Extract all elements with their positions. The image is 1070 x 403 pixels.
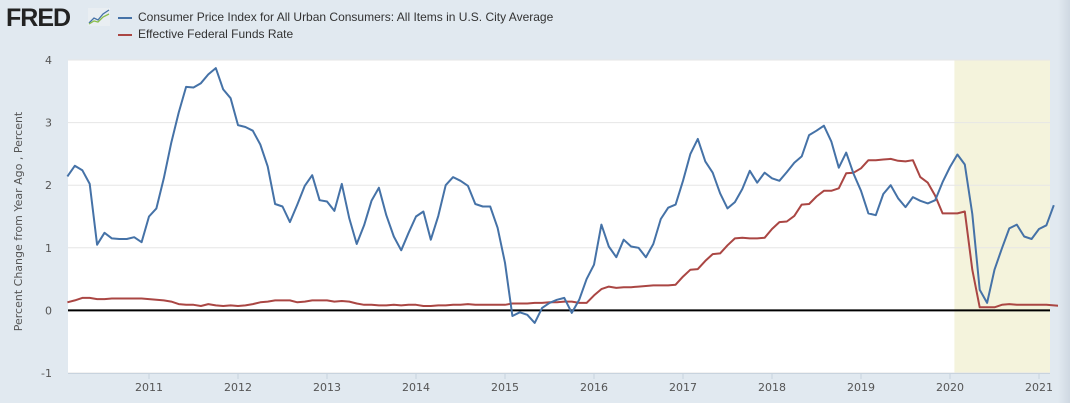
y-tick-label: 0	[45, 304, 52, 317]
x-tick-label: 2012	[224, 381, 252, 394]
x-tick-label: 2015	[491, 381, 519, 394]
scrollbar-edge	[1058, 0, 1070, 403]
x-tick-label: 2017	[669, 381, 697, 394]
x-tick-label: 2018	[758, 381, 786, 394]
series-lines	[66, 67, 1062, 324]
x-tick-label: 2014	[402, 381, 430, 394]
legend-item-cpi[interactable]: Consumer Price Index for All Urban Consu…	[118, 9, 553, 26]
series-line-fedfunds[interactable]	[67, 157, 1062, 309]
legend-swatch-cpi	[118, 16, 132, 19]
legend-swatch-fedfunds	[118, 33, 132, 36]
series-line-cpi[interactable]	[66, 67, 1055, 324]
x-tick-label: 2011	[135, 381, 163, 394]
x-tick-label: 2019	[847, 381, 875, 394]
chart-line-icon	[88, 8, 110, 26]
y-tick-label: 2	[45, 179, 52, 192]
gridlines	[68, 59, 1050, 374]
plot-area	[68, 60, 1050, 373]
y-axis-label: Percent Change from Year Ago , Percent	[12, 111, 25, 331]
y-tick-label: 1	[45, 242, 52, 255]
legend-label-fedfunds: Effective Federal Funds Rate	[138, 27, 294, 41]
x-tick-label: 2013	[313, 381, 341, 394]
fred-logo-text: FRED	[6, 4, 71, 32]
chart-legend: Consumer Price Index for All Urban Consu…	[118, 9, 553, 43]
legend-item-fedfunds[interactable]: Effective Federal Funds Rate	[118, 26, 553, 43]
x-axis-ticks: 2011 2012 2013 2014 2015 2016 2017 2018 2019 2020…	[135, 373, 1053, 394]
x-tick-label: 2020	[936, 381, 964, 394]
y-tick-label: 3	[45, 117, 52, 130]
x-tick-label: 2021	[1025, 381, 1053, 394]
y-axis-ticks: -1 0 1 2 3 4	[41, 54, 52, 380]
y-tick-label: -1	[41, 367, 52, 380]
legend-label-cpi: Consumer Price Index for All Urban Consu…	[138, 10, 554, 24]
y-tick-label: 4	[45, 54, 52, 67]
fred-logo[interactable]: FRED	[6, 4, 71, 33]
x-tick-label: 2016	[580, 381, 608, 394]
recession-shading	[954, 60, 1050, 373]
